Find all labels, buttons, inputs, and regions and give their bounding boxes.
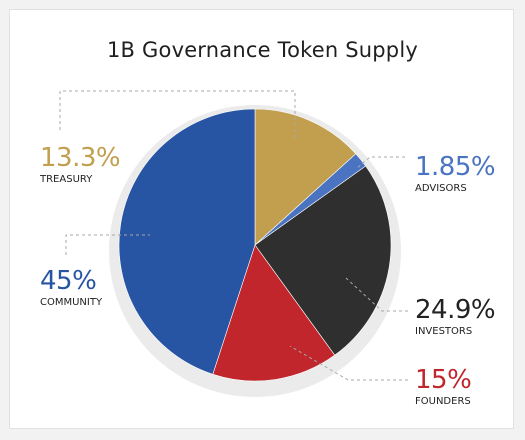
leader-line-founders bbox=[289, 345, 408, 381]
leader-line-treasury bbox=[59, 90, 296, 140]
pie-slice-community bbox=[118, 108, 256, 375]
name-label-community: COMMUNITY bbox=[40, 297, 103, 308]
label-treasury: 13.3% TREASURY bbox=[40, 143, 121, 186]
label-investors: 24.9% INVESTORS bbox=[415, 295, 496, 338]
name-label-investors: INVESTORS bbox=[415, 326, 473, 337]
leader-line-community bbox=[65, 234, 150, 255]
value-label-investors: 24.9% bbox=[415, 295, 496, 325]
name-label-founders: FOUNDERS bbox=[415, 396, 471, 407]
chart-title: 1B Governance Token Supply bbox=[107, 38, 418, 62]
name-label-advisors: ADVISORS bbox=[415, 183, 467, 194]
label-advisors: 1.85% ADVISORS bbox=[415, 152, 496, 195]
name-label-treasury: TREASURY bbox=[40, 174, 93, 185]
leader-line-investors bbox=[345, 277, 408, 312]
value-label-community: 45% bbox=[40, 266, 97, 296]
pie-slice-investors bbox=[254, 165, 392, 356]
value-label-founders: 15% bbox=[415, 365, 472, 395]
pie-chart bbox=[59, 90, 408, 397]
value-label-treasury: 13.3% bbox=[40, 143, 121, 173]
label-founders: 15% FOUNDERS bbox=[415, 365, 472, 408]
pie-slice-founders bbox=[212, 244, 336, 382]
label-community: 45% COMMUNITY bbox=[40, 267, 102, 309]
value-label-advisors: 1.85% bbox=[415, 152, 496, 182]
chart-card: 1B Governance Token Supply 13.3% TREASUR… bbox=[9, 9, 514, 429]
pie-slice-treasury bbox=[254, 108, 357, 246]
